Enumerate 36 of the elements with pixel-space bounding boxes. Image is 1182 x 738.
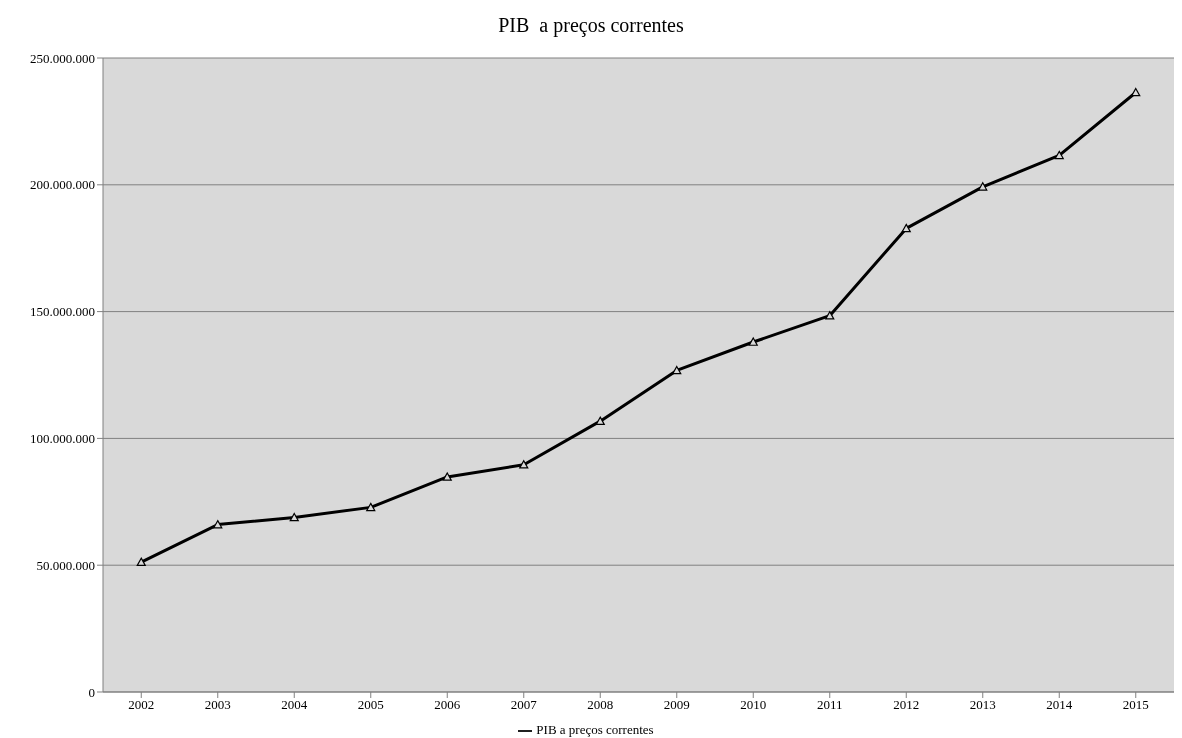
x-tick-label: 2007 — [510, 697, 538, 713]
point — [366, 502, 376, 512]
x-tick-label: 2005 — [357, 697, 384, 713]
x-tick-label: 2010 — [740, 697, 767, 713]
x-tick-label: 2006 — [434, 697, 461, 713]
x-tick-label: 2014 — [1046, 697, 1073, 713]
point — [901, 223, 911, 233]
point — [136, 557, 146, 566]
x-tick-label: 2011 — [816, 697, 843, 713]
legend-label: PIB a preços correntes — [536, 721, 654, 737]
chart-title: PIB a preços correntes — [497, 13, 685, 39]
point — [1131, 87, 1141, 97]
point — [672, 365, 682, 375]
y-tick-label: 150.000.000 — [30, 304, 95, 320]
point — [825, 311, 835, 320]
point — [978, 182, 988, 191]
point — [595, 416, 605, 425]
point — [442, 472, 452, 481]
x-tick-label: 2009 — [663, 697, 690, 713]
y-tick-label: 200.000.000 — [30, 177, 95, 193]
y-tick-label: 50.000.000 — [36, 557, 95, 573]
point — [289, 512, 299, 522]
x-tick-label: 2012 — [893, 697, 920, 713]
point — [748, 337, 758, 346]
y-tick-label: 0 — [88, 684, 95, 700]
point — [519, 460, 529, 469]
x-tick-label: 2003 — [204, 697, 231, 713]
x-tick-label: 2013 — [969, 697, 996, 713]
point — [213, 520, 223, 529]
point — [1054, 150, 1064, 160]
x-tick-label: 2015 — [1122, 697, 1149, 713]
x-tick-label: 2002 — [128, 697, 155, 713]
y-tick-label: 250.000.000 — [30, 50, 95, 66]
x-tick-label: 2008 — [587, 697, 614, 713]
y-tick-label: 100.000.000 — [30, 431, 95, 447]
x-tick-label: 2004 — [281, 697, 308, 713]
